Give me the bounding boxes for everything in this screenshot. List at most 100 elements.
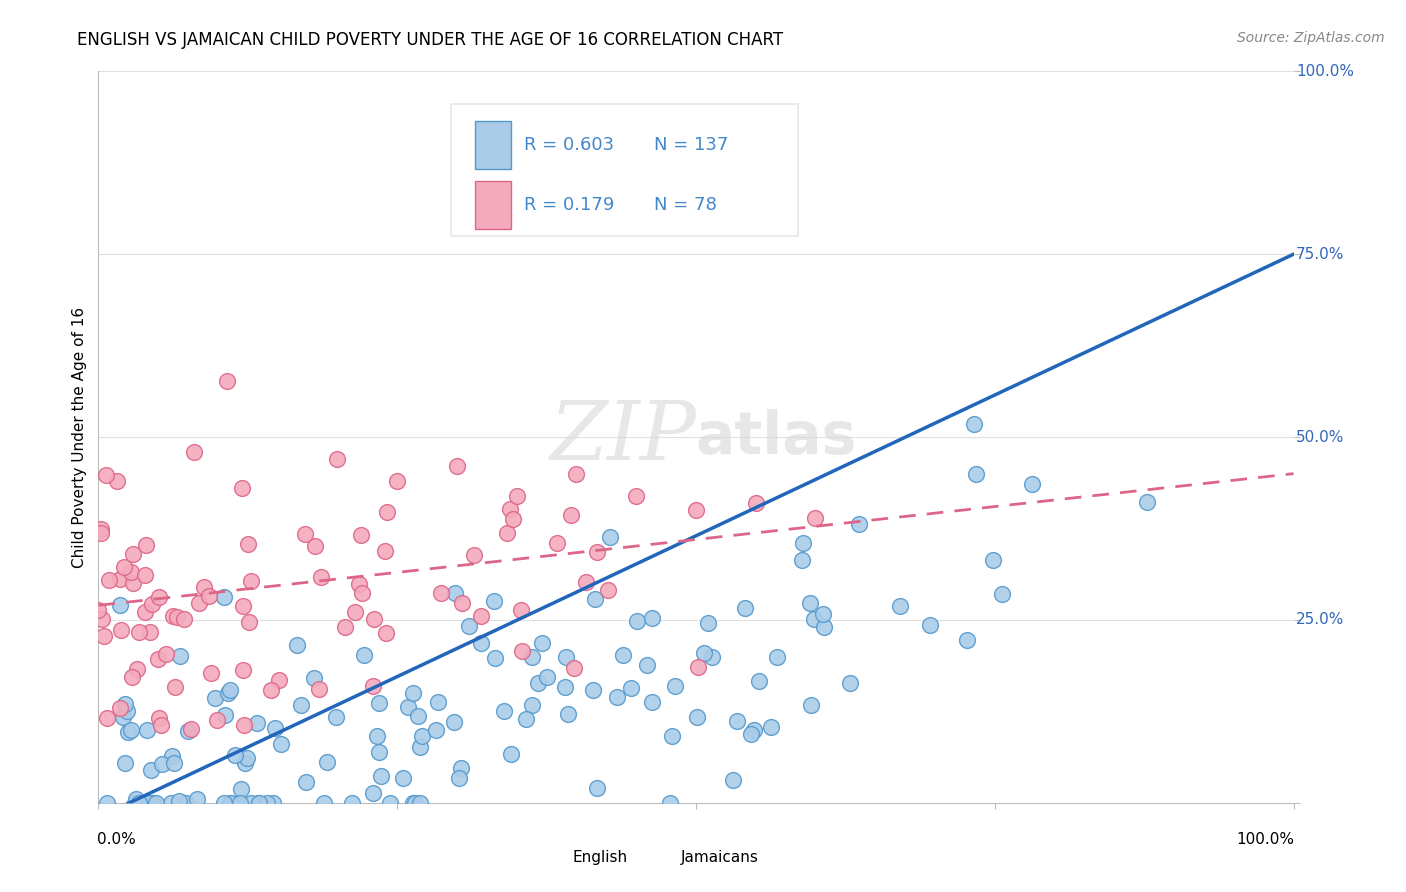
Point (363, 612, 385, 626)
Point (262, 796, 284, 810)
Point (725, 714, 748, 728)
Point (641, 695, 664, 709)
Point (121, 670, 143, 684)
Point (983, 553, 1005, 567)
Point (146, 652, 169, 666)
Point (350, 528, 373, 542)
Point (582, 682, 605, 697)
Point (134, 606, 156, 620)
Point (721, 772, 744, 787)
Point (264, 721, 287, 735)
Point (304, 539, 326, 553)
Point (112, 559, 135, 574)
Point (204, 690, 226, 705)
Point (792, 536, 814, 550)
Point (128, 624, 150, 639)
Point (139, 625, 162, 640)
Point (766, 649, 789, 664)
Point (155, 647, 177, 661)
Point (811, 607, 834, 622)
Point (142, 796, 165, 810)
Point (368, 745, 391, 759)
Point (370, 768, 392, 782)
Point (641, 611, 664, 625)
Point (839, 676, 862, 690)
Point (1021, 476, 1043, 491)
Point (138, 796, 160, 810)
Point (686, 660, 709, 674)
Point (742, 723, 765, 737)
Point (661, 730, 683, 744)
Point (97, 573, 120, 587)
Point (799, 596, 821, 610)
Point (349, 576, 371, 591)
Point (344, 605, 367, 619)
Point (498, 502, 520, 516)
Point (290, 698, 312, 713)
Point (586, 544, 609, 558)
Point (169, 648, 191, 663)
Text: Source: ZipAtlas.com: Source: ZipAtlas.com (1237, 31, 1385, 45)
Point (122, 547, 145, 561)
Point (110, 623, 132, 637)
Point (149, 718, 172, 732)
Point (426, 695, 449, 709)
Point (145, 796, 167, 810)
Point (128, 796, 150, 810)
Point (402, 796, 425, 810)
Point (443, 715, 465, 730)
Point (165, 680, 187, 694)
Bar (541, 844, 567, 871)
Point (409, 739, 432, 754)
Point (463, 548, 485, 562)
Point (148, 711, 170, 725)
Point (536, 670, 558, 684)
Point (745, 496, 768, 510)
Point (530, 636, 553, 650)
Point (215, 375, 238, 389)
Point (304, 671, 326, 685)
Point (374, 544, 396, 558)
Point (444, 586, 467, 600)
Point (325, 709, 347, 723)
Text: atlas: atlas (696, 409, 858, 466)
Text: 0.0%: 0.0% (97, 832, 136, 847)
Point (105, 475, 128, 489)
Point (87, 603, 110, 617)
Point (193, 580, 215, 594)
Point (308, 682, 330, 697)
Point (700, 650, 723, 665)
Point (484, 651, 506, 665)
Point (160, 796, 183, 810)
Point (96, 796, 118, 810)
Point (120, 565, 142, 579)
Point (115, 704, 138, 718)
Point (392, 772, 415, 786)
Point (366, 729, 388, 743)
Point (918, 618, 941, 632)
Point (506, 489, 529, 503)
Point (205, 713, 228, 727)
Point (162, 608, 184, 623)
Point (231, 481, 253, 495)
Point (804, 510, 827, 524)
Point (246, 796, 269, 810)
Point (294, 527, 316, 541)
Point (734, 600, 756, 615)
Text: ENGLISH VS JAMAICAN CHILD POVERTY UNDER THE AGE OF 16 CORRELATION CHART: ENGLISH VS JAMAICAN CHILD POVERTY UNDER … (77, 31, 783, 49)
Point (697, 616, 720, 631)
Bar (648, 844, 675, 871)
Point (114, 697, 136, 711)
Point (965, 467, 987, 481)
Point (267, 673, 290, 688)
Point (152, 757, 174, 772)
Point (685, 710, 707, 724)
Point (554, 680, 576, 694)
Point (430, 586, 453, 600)
Point (315, 756, 337, 770)
Point (228, 796, 250, 810)
Point (232, 599, 254, 614)
Point (575, 574, 598, 589)
Point (800, 698, 823, 712)
Point (565, 467, 588, 481)
